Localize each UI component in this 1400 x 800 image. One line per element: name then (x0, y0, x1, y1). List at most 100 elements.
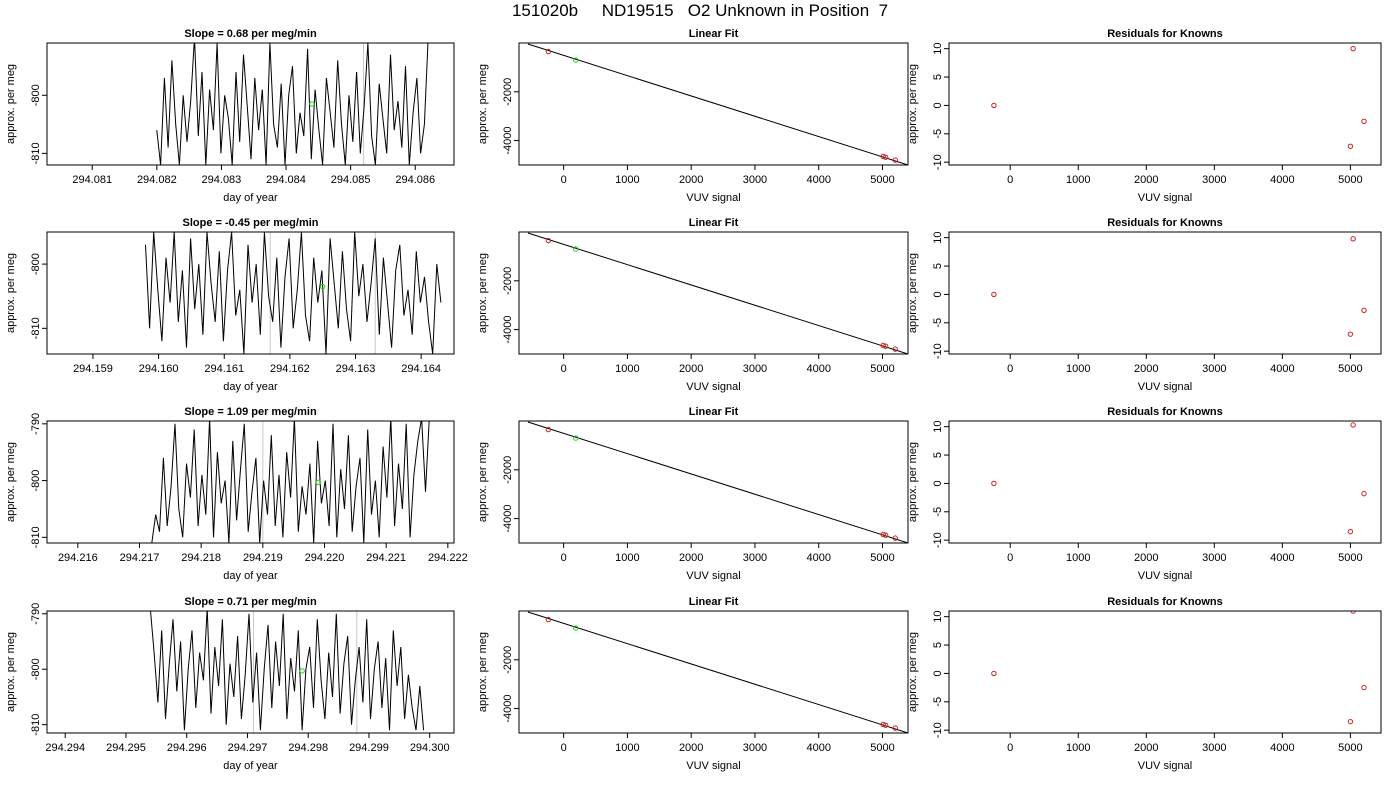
known-point (880, 721, 886, 728)
x-tick-label: 4000 (1270, 174, 1294, 186)
x-tick-label: 5000 (870, 552, 894, 564)
panel-2-3: Residuals for Knowns 0 1000 2000 3000 4000 500… (907, 217, 1382, 393)
x-tick-label: 2000 (1134, 363, 1158, 375)
plot-area (991, 422, 1367, 535)
x-tick-label: 294.081 (72, 174, 112, 186)
y-axis-label: approx. per meg (907, 632, 919, 712)
plot-area (150, 611, 425, 733)
x-axis-label: day of year (223, 760, 278, 772)
known-point (880, 342, 886, 349)
panel-3-2: Linear Fit 0 1000 2000 3000 4000 5000 -2000 -400… (477, 406, 909, 582)
known-point (545, 237, 552, 244)
y-tick-label: -5 (932, 507, 944, 517)
y-tick-label: -2000 (502, 456, 514, 484)
x-tick-label: 294.300 (410, 742, 450, 754)
plot-area (145, 232, 442, 354)
x-tick-label: 294.217 (120, 552, 160, 564)
x-tick-label: 5000 (870, 742, 894, 754)
known-point (1361, 684, 1367, 691)
y-tick-label: 5 (932, 74, 944, 80)
x-tick-label: 0 (1007, 174, 1013, 186)
y-tick-label: -810 (30, 714, 42, 736)
known-point (1347, 331, 1354, 337)
x-tick-label: 0 (1007, 363, 1013, 375)
unknown-point (573, 57, 579, 63)
x-axis-label: VUV signal (686, 192, 740, 204)
x-axis-label: VUV signal (686, 760, 740, 772)
x-axis-label: VUV signal (686, 381, 740, 393)
known-point (1350, 422, 1356, 428)
y-tick-label: 10 (932, 43, 944, 55)
x-tick-label: 1000 (1066, 552, 1090, 564)
known-point (892, 346, 898, 352)
x-tick-label: 294.082 (137, 174, 177, 186)
x-tick-label: 2000 (1134, 174, 1158, 186)
x-tick-label: 4000 (806, 174, 830, 186)
known-point (882, 532, 889, 538)
known-point (1350, 45, 1356, 52)
x-axis-label: VUV signal (1138, 760, 1192, 772)
panel-title: Residuals for Knowns (1107, 596, 1223, 608)
x-axis-label: day of year (223, 192, 278, 204)
panel-title: Linear Fit (689, 406, 739, 418)
x-tick-label: 294.085 (331, 174, 371, 186)
panel-title: Linear Fit (689, 217, 739, 229)
fit-line (527, 43, 908, 165)
x-axis-label: day of year (223, 381, 278, 393)
y-axis-label: approx. per meg (907, 64, 919, 144)
panel-title: Slope = 1.09 per meg/min (184, 406, 317, 418)
x-axis-label: VUV signal (1138, 570, 1192, 582)
x-tick-label: 294.296 (167, 742, 207, 754)
y-tick-label: 5 (932, 452, 944, 458)
known-point (892, 725, 898, 731)
x-tick-label: 1000 (615, 552, 639, 564)
x-tick-label: 5000 (1338, 363, 1362, 375)
known-point (882, 343, 889, 349)
x-tick-label: 294.216 (58, 552, 98, 564)
y-tick-label: -810 (30, 317, 42, 339)
panel-4-3: Residuals for Knowns 0 1000 2000 3000 4000 500… (907, 596, 1382, 772)
y-tick-label: 10 (932, 232, 944, 244)
plot-area (156, 43, 429, 165)
plot-frame (46, 231, 455, 355)
plot-frame (948, 610, 1382, 734)
y-tick-label: 5 (932, 642, 944, 648)
known-point (882, 154, 889, 160)
x-tick-label: 4000 (1270, 742, 1294, 754)
y-tick-label: -800 (30, 253, 42, 275)
plot-area (991, 236, 1367, 337)
y-tick-label: -10 (932, 722, 944, 738)
y-axis-label: approx. per meg (477, 64, 489, 144)
y-tick-label: -10 (932, 532, 944, 548)
mean-point (309, 101, 315, 107)
panel-1-2: Linear Fit 0 1000 2000 3000 4000 5000 -2000 -400… (477, 28, 909, 204)
x-tick-label: 294.164 (401, 363, 441, 375)
known-point (1347, 528, 1354, 535)
y-tick-label: -800 (30, 84, 42, 106)
y-tick-label: -10 (932, 154, 944, 170)
y-axis-label: approx. per meg (5, 442, 17, 522)
panel-title: Residuals for Knowns (1107, 217, 1223, 229)
known-point (1347, 143, 1354, 149)
y-axis-label: approx. per meg (5, 253, 17, 333)
panel-title: Slope = -0.45 per meg/min (182, 217, 318, 229)
x-tick-label: 294.219 (243, 552, 283, 564)
panel-4-1: Slope = 0.71 per meg/min 294.294 294.295 29… (5, 596, 455, 772)
x-tick-label: 1000 (615, 742, 639, 754)
x-tick-label: 5000 (870, 363, 894, 375)
x-tick-label: 1000 (1066, 363, 1090, 375)
known-point (892, 157, 898, 163)
x-tick-label: 2000 (679, 174, 703, 186)
x-tick-label: 294.222 (428, 552, 468, 564)
page-title: 151020b ND19515 O2 Unknown in Position 7 (511, 1, 889, 20)
x-tick-label: 294.163 (336, 363, 376, 375)
x-tick-label: 2000 (1134, 742, 1158, 754)
y-tick-label: 0 (932, 480, 944, 486)
panel-4-2: Linear Fit 0 1000 2000 3000 4000 5000 -2000 -400… (477, 596, 909, 772)
known-point (1350, 236, 1356, 242)
x-tick-label: 294.299 (349, 742, 389, 754)
x-tick-label: 5000 (1338, 742, 1362, 754)
known-point (1361, 490, 1367, 497)
unknown-point (573, 625, 579, 631)
x-tick-label: 5000 (1338, 552, 1362, 564)
